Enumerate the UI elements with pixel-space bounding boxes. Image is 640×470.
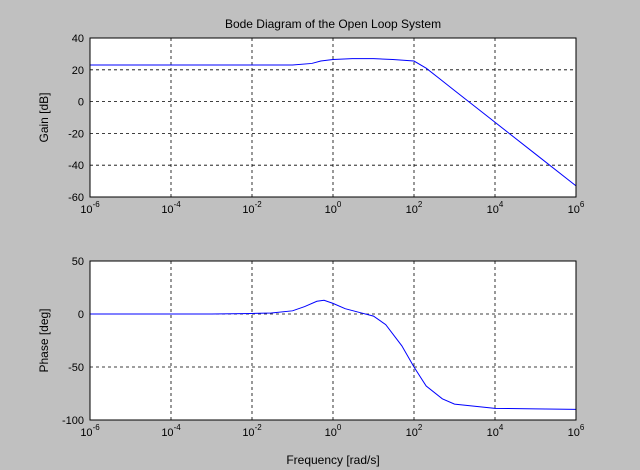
gain-tick-labels: 10-6 10-4 10-2 100 102 104 106 -60 -40 -20 0 20 40 (68, 33, 585, 216)
chart-title: Bode Diagram of the Open Loop System (225, 17, 441, 31)
x-tick-label: 100 (325, 423, 342, 439)
x-tick-label: 10-2 (242, 423, 262, 439)
x-tick-label: 10-2 (242, 200, 262, 216)
frequency-x-axis-label: Frequency [rad/s] (286, 453, 379, 467)
x-tick-label: 106 (568, 423, 585, 439)
y-tick-label: -60 (68, 192, 84, 204)
y-tick-label: -40 (68, 160, 84, 172)
y-tick-label: 0 (78, 97, 84, 109)
x-tick-label: 106 (568, 200, 585, 216)
gain-grid (90, 38, 576, 197)
y-tick-label: 50 (72, 256, 84, 268)
x-tick-label: 102 (406, 200, 423, 216)
y-tick-label: -100 (62, 415, 84, 427)
x-tick-label: 10-4 (161, 423, 181, 439)
y-tick-label: 40 (72, 33, 84, 45)
y-tick-label: 0 (78, 309, 84, 321)
phase-series (90, 299, 577, 410)
gain-plot: 10-6 10-4 10-2 100 102 104 106 -60 -40 -20 0 20 40 B… (37, 17, 585, 216)
gain-y-axis-label: Gain [dB] (37, 92, 51, 142)
x-tick-label: 10-4 (161, 200, 181, 216)
phase-y-axis-label: Phase [deg] (37, 308, 51, 372)
series-line (90, 299, 577, 410)
x-tick-label: 10-6 (80, 200, 100, 216)
phase-plot: 10-6 10-4 10-2 100 102 104 106 -100 -50 0 50 Phase… (37, 256, 585, 467)
x-tick-label: 102 (406, 423, 423, 439)
y-tick-label: -50 (68, 362, 84, 374)
gain-series (90, 58, 577, 187)
x-tick-label: 104 (487, 200, 504, 216)
x-tick-label: 10-6 (80, 423, 100, 439)
x-tick-label: 104 (487, 423, 504, 439)
gain-axes-frame (89, 37, 577, 198)
phase-axes-frame (89, 260, 577, 421)
x-tick-label: 100 (325, 200, 342, 216)
phase-tick-labels: 10-6 10-4 10-2 100 102 104 106 -100 -50 0 50 (62, 256, 585, 439)
series-line (90, 58, 577, 187)
y-tick-label: -20 (68, 128, 84, 140)
y-tick-label: 20 (72, 65, 84, 77)
